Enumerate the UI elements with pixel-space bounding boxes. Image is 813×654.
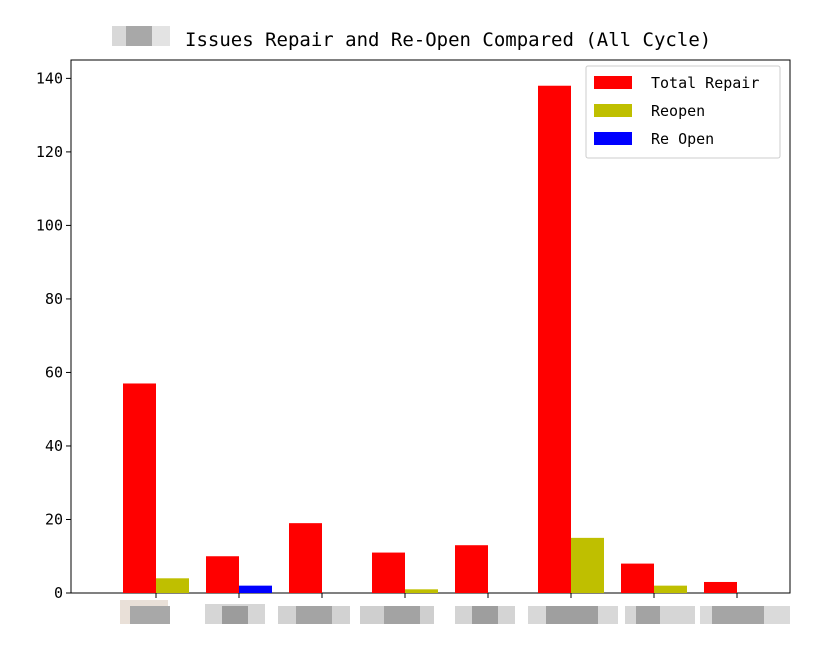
chart-title: Issues Repair and Re-Open Compared (All … [185,29,711,51]
bar-total-repair-2 [289,523,322,593]
y-axis: 0 20 40 60 80 100 120 140 [36,69,71,602]
legend-label-re-open: Re Open [651,130,714,148]
y-tick-label: 100 [36,216,63,234]
bar-total-repair-5 [538,85,571,594]
bar-total-repair-3 [372,552,405,593]
y-tick-label: 60 [45,363,63,381]
bar-reopen-3 [405,589,438,593]
bar-reopen-6 [654,585,687,593]
x-axis [155,593,738,598]
legend-swatch-total-repair [594,76,632,89]
title-logo-redacted [112,26,170,46]
bar-total-repair-4 [455,545,488,593]
bar-total-repair-7 [704,581,737,593]
y-tick-label: 0 [54,584,63,602]
legend-swatch-re-open [594,132,632,145]
bar-re-open-1 [239,585,272,593]
y-tick-label: 120 [36,143,63,161]
bars-layer [123,85,737,594]
y-tick-label: 140 [36,69,63,87]
bar-reopen-0 [156,578,189,593]
bar-total-repair-6 [621,563,654,593]
legend-label-total-repair: Total Repair [651,74,759,92]
legend-label-reopen: Reopen [651,102,705,120]
legend: Total Repair Reopen Re Open [585,65,781,159]
y-tick-label: 80 [45,290,63,308]
x-category-labels-redacted [120,600,790,624]
bar-total-repair-1 [206,556,239,593]
legend-swatch-reopen [594,104,632,117]
y-tick-label: 40 [45,437,63,455]
bar-reopen-5 [571,537,604,593]
y-tick-label: 20 [45,510,63,528]
legend-box [585,65,781,159]
bar-total-repair-0 [123,383,156,593]
